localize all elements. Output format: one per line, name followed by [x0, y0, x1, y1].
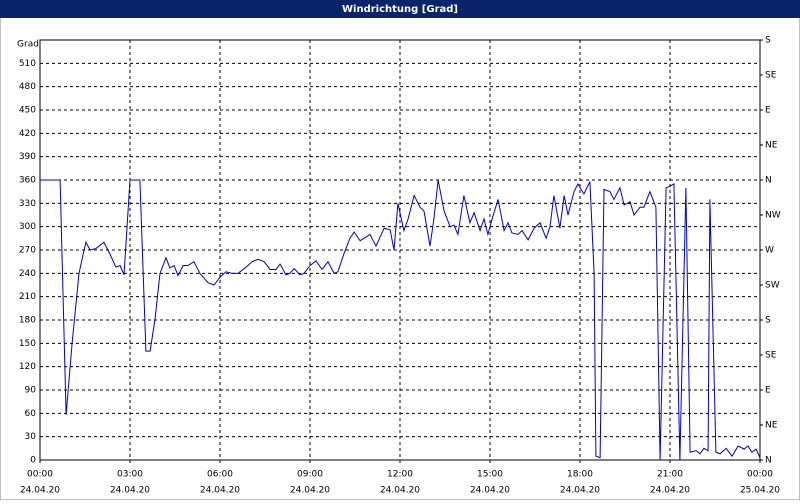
y-tick-label: 0 [30, 456, 36, 466]
x-tick-date: 24.04.20 [380, 486, 420, 496]
y2-tick-label: E [765, 386, 771, 396]
x-tick-label: 15:00 [477, 470, 503, 480]
y2-tick-label: N [765, 176, 772, 186]
y2-tick-label: SE [765, 71, 777, 81]
y-tick-label: 480 [19, 82, 36, 92]
y-tick-label: 180 [19, 316, 36, 326]
data-line [40, 179, 761, 461]
y-tick-label: 300 [19, 222, 36, 232]
x-tick-label: 09:00 [297, 470, 323, 480]
y-tick-label: 450 [19, 106, 36, 116]
y2-tick-label: SW [765, 281, 780, 291]
x-tick-date: 24.04.20 [470, 486, 510, 496]
y-tick-label: 210 [19, 292, 36, 302]
y-tick-label: 90 [25, 386, 37, 396]
y2-tick-label: SE [765, 351, 777, 361]
title-bar [0, 0, 800, 18]
x-tick-label: 18:00 [567, 470, 593, 480]
x-tick-date: 25.04.20 [740, 486, 780, 496]
x-tick-label: 21:00 [657, 470, 683, 480]
x-tick-date: 24.04.20 [650, 486, 690, 496]
y-tick-label: 270 [19, 246, 36, 256]
x-tick-label: 12:00 [387, 470, 413, 480]
y2-tick-label: W [765, 246, 774, 256]
x-tick-label: 06:00 [207, 470, 233, 480]
y2-tick-label: S [765, 36, 771, 46]
y-tick-label: 360 [19, 176, 36, 186]
x-tick-date: 24.04.20 [560, 486, 600, 496]
y2-tick-label: N [765, 456, 772, 466]
x-tick-date: 24.04.20 [110, 486, 150, 496]
y-tick-label: 30 [25, 432, 37, 442]
x-tick-date: 24.04.20 [290, 486, 330, 496]
y2-tick-label: E [765, 106, 771, 116]
chart-title: Windrichtung [Grad] [342, 4, 458, 15]
x-tick-label: 00:00 [27, 470, 53, 480]
y-tick-label: 390 [19, 152, 36, 162]
x-tick-label: 00:00 [747, 470, 773, 480]
y-tick-label: 240 [19, 269, 36, 279]
y2-tick-label: NW [765, 211, 781, 221]
y-tick-label: 330 [19, 199, 36, 209]
y-tick-label: 510 [19, 59, 36, 69]
x-tick-label: 03:00 [117, 470, 143, 480]
y-tick-label: 120 [19, 362, 36, 372]
y-tick-label: 60 [25, 409, 37, 419]
y2-tick-label: NE [765, 421, 778, 431]
y2-tick-label: NE [765, 141, 778, 151]
y2-tick-label: S [765, 316, 771, 326]
y-tick-label: 420 [19, 129, 36, 139]
y-tick-label: 150 [19, 339, 36, 349]
x-tick-date: 24.04.20 [200, 486, 240, 496]
x-tick-date: 24.04.20 [20, 486, 60, 496]
y-axis-label: Grad [17, 40, 39, 50]
